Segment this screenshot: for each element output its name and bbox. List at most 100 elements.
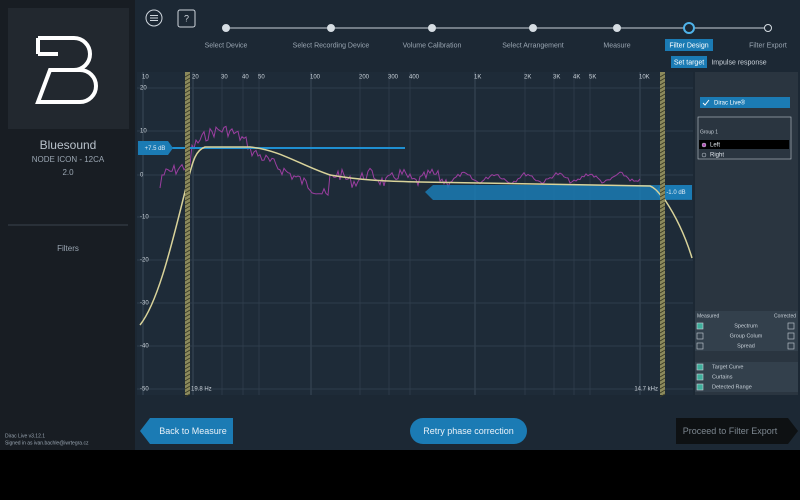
step-label[interactable]: Select Recording Device bbox=[293, 42, 370, 49]
cutoff-label: 19.8 Hz bbox=[191, 387, 212, 393]
checkbox[interactable] bbox=[787, 342, 795, 350]
menu-button[interactable] bbox=[145, 9, 163, 27]
option-label: Group Colum bbox=[730, 333, 763, 339]
option-label: Spectrum bbox=[734, 323, 758, 329]
curtain-hatch bbox=[659, 213, 666, 218]
curtain-hatch bbox=[184, 221, 191, 226]
curtain-hatch bbox=[659, 153, 666, 158]
checkbox[interactable] bbox=[696, 332, 704, 340]
curtain-hatch bbox=[659, 389, 666, 394]
y-label: -30 bbox=[140, 301, 149, 307]
curtain-hatch bbox=[659, 377, 666, 382]
curtain-hatch bbox=[184, 177, 191, 182]
checkbox[interactable] bbox=[696, 373, 704, 381]
x-label: 4K bbox=[573, 75, 580, 81]
curtain-hatch bbox=[659, 225, 666, 230]
step-dot[interactable] bbox=[222, 24, 230, 32]
step-label[interactable]: Select Arrangement bbox=[502, 42, 564, 49]
checkbox[interactable] bbox=[696, 322, 704, 330]
proceed-button[interactable] bbox=[676, 418, 798, 444]
curtain-hatch bbox=[659, 333, 666, 338]
curtain-hatch bbox=[659, 321, 666, 326]
curtain-hatch bbox=[659, 365, 666, 370]
curtain-hatch bbox=[659, 281, 666, 286]
gain-handle[interactable] bbox=[138, 141, 173, 155]
curtain-hatch bbox=[184, 213, 191, 218]
step-dot[interactable] bbox=[683, 22, 695, 34]
tab-highlight bbox=[671, 56, 707, 68]
curtain-hatch bbox=[659, 373, 666, 378]
button-label: Back to Measure bbox=[159, 426, 227, 436]
curtain-hatch bbox=[659, 277, 666, 282]
curtain-hatch bbox=[659, 237, 666, 242]
x-label: 300 bbox=[388, 75, 399, 81]
curtain-hatch bbox=[184, 205, 191, 210]
y-label: 0 bbox=[140, 173, 144, 179]
curtain-hatch bbox=[659, 297, 666, 302]
curtain-hatch bbox=[184, 333, 191, 338]
curtain-hatch bbox=[184, 281, 191, 286]
curtain-hatch bbox=[659, 233, 666, 238]
curtain-hatch bbox=[184, 325, 191, 330]
step-dot[interactable] bbox=[764, 24, 772, 32]
curtain-hatch bbox=[659, 173, 666, 178]
checkbox[interactable] bbox=[787, 322, 795, 330]
curtain[interactable] bbox=[185, 72, 190, 395]
checkbox[interactable] bbox=[696, 363, 704, 371]
curtain-hatch bbox=[659, 361, 666, 366]
step-label[interactable]: Volume Calibration bbox=[403, 42, 462, 49]
checkbox[interactable] bbox=[696, 342, 704, 350]
button-label: Proceed to Filter Export bbox=[683, 426, 778, 436]
back-button[interactable] bbox=[140, 418, 233, 444]
step-dot[interactable] bbox=[529, 24, 537, 32]
curtain-hatch bbox=[184, 377, 191, 382]
curtain-hatch bbox=[184, 201, 191, 206]
curtain-hatch bbox=[659, 301, 666, 306]
signed-in: Signed in as ivan.bachle@iwrtegra.cz bbox=[5, 440, 89, 446]
tab[interactable]: Impulse response bbox=[711, 59, 766, 66]
preset-row[interactable] bbox=[700, 97, 790, 108]
step-label[interactable]: Select Device bbox=[205, 42, 248, 49]
step-label[interactable]: Measure bbox=[603, 42, 630, 49]
curtain-hatch bbox=[659, 81, 666, 86]
help-button[interactable] bbox=[177, 9, 196, 28]
checkbox[interactable] bbox=[787, 332, 795, 340]
y-label: -40 bbox=[140, 344, 149, 350]
curtain-hatch bbox=[659, 265, 666, 270]
curtain-hatch bbox=[659, 309, 666, 314]
channel-label[interactable]: Left bbox=[710, 143, 720, 149]
step-label[interactable]: Filter Export bbox=[749, 42, 787, 49]
channel-dot bbox=[701, 142, 707, 148]
curtain-hatch bbox=[659, 353, 666, 358]
curtain-hatch bbox=[659, 101, 666, 106]
curtain-hatch bbox=[184, 81, 191, 86]
curtain-hatch bbox=[184, 189, 191, 194]
curtain-hatch bbox=[659, 113, 666, 118]
logo bbox=[35, 36, 98, 104]
step-dot[interactable] bbox=[428, 24, 436, 32]
curtain-hatch bbox=[184, 269, 191, 274]
curtain-hatch bbox=[659, 369, 666, 374]
tab[interactable]: Set target bbox=[674, 59, 704, 66]
step-dot[interactable] bbox=[327, 24, 335, 32]
curtain-hatch bbox=[184, 85, 191, 90]
curtain-hatch bbox=[184, 137, 191, 142]
step-dot[interactable] bbox=[613, 24, 621, 32]
curtain-hatch bbox=[184, 97, 191, 102]
curtain-hatch bbox=[184, 389, 191, 394]
checkbox[interactable] bbox=[696, 383, 704, 391]
retry-button[interactable] bbox=[410, 418, 527, 444]
curtain-hatch bbox=[184, 193, 191, 198]
channel-label[interactable]: Right bbox=[710, 153, 724, 159]
step-label[interactable]: Filter Design bbox=[669, 42, 708, 49]
curtain-hatch bbox=[184, 353, 191, 358]
curtain-hatch bbox=[659, 117, 666, 122]
channel-row[interactable] bbox=[699, 140, 789, 149]
curtain-hatch bbox=[184, 73, 191, 78]
curtain-hatch bbox=[659, 305, 666, 310]
x-label: 2K bbox=[524, 75, 531, 81]
curtain-hatch bbox=[659, 261, 666, 266]
curtain[interactable] bbox=[660, 72, 665, 395]
curtain-hatch bbox=[184, 233, 191, 238]
group-box bbox=[697, 116, 792, 160]
